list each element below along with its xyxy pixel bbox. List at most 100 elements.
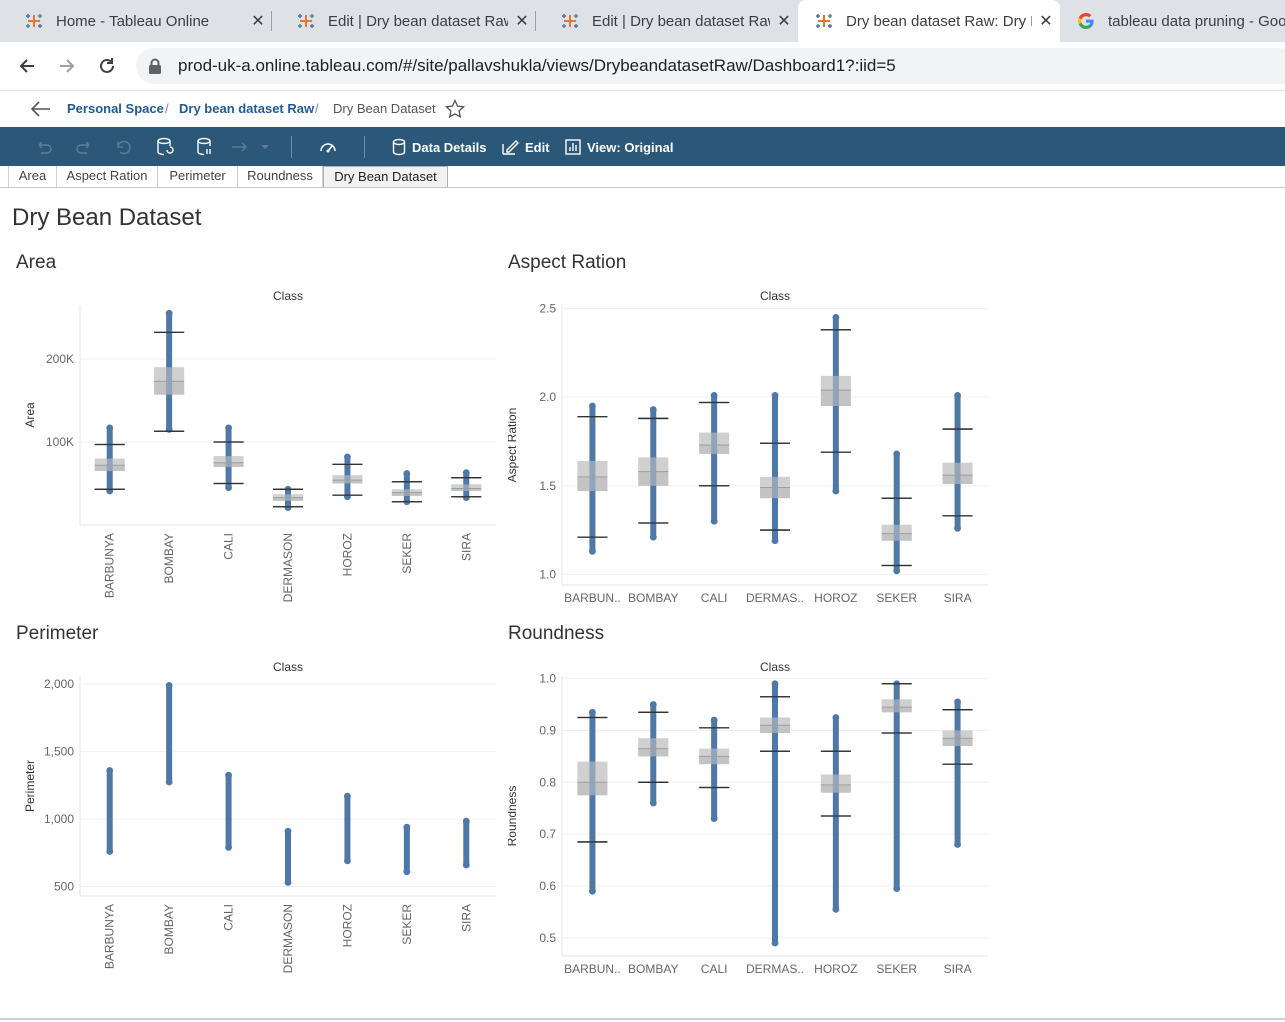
browser-tab-edit-2[interactable]: Edit | Dry bean dataset Raw ✕ (536, 0, 798, 42)
data-point (344, 453, 351, 461)
lock-icon (149, 58, 161, 74)
browser-tab-edit-1[interactable]: Edit | Dry bean dataset Raw ✕ (272, 0, 536, 42)
metrics-button[interactable] (318, 137, 338, 157)
data-point (106, 767, 114, 774)
data-point (710, 815, 718, 822)
category-label: SIRA (944, 591, 972, 605)
star-icon[interactable] (445, 99, 465, 119)
undo-button[interactable] (35, 137, 53, 157)
pause-updates-button[interactable] (196, 137, 214, 157)
reload-button[interactable] (94, 53, 120, 79)
y-tick-label: 0.7 (539, 827, 556, 841)
box-overlay (213, 456, 244, 467)
reload-icon (100, 58, 114, 73)
data-point (344, 493, 351, 501)
browser-tab-google[interactable]: tableau data pruning - Google Search (1060, 0, 1285, 42)
browser-tab-dashboard[interactable]: Dry bean dataset Raw: Dry Bean Dataset ✕ (798, 0, 1060, 42)
database-refresh-icon (157, 137, 174, 156)
y-tick-label: 200K (46, 352, 74, 366)
arrow-left-icon (19, 59, 34, 73)
close-icon[interactable]: ✕ (777, 13, 791, 30)
revert-icon (117, 140, 131, 155)
data-point (649, 701, 657, 708)
redo-icon (76, 141, 90, 154)
roundness-chart-title: Roundness (508, 623, 605, 644)
y-tick-label: 1.0 (539, 567, 556, 581)
category-label: CALI (701, 962, 728, 976)
data-point (344, 857, 351, 865)
y-tick-label: 0.8 (539, 775, 556, 789)
box-overlay (332, 475, 363, 484)
gauge-icon (320, 143, 336, 153)
data-point (284, 827, 292, 835)
view-original-button[interactable]: View: Original (565, 137, 673, 157)
area-chart: Class 100K 200K Area BARBUNYA BOMBAY CALI DERMA… (23, 289, 496, 602)
y-axis-title: Perimeter (23, 760, 37, 812)
roundness-chart: Class 0.5 0.6 0.7 0.8 0.9 1.0 Roundness BARBUN..… (508, 660, 988, 976)
data-point (589, 547, 596, 555)
edit-button[interactable]: Edit (501, 137, 550, 157)
data-point (771, 939, 779, 947)
data-point (589, 708, 596, 716)
refresh-data-button[interactable] (156, 137, 174, 157)
forward-button[interactable] (54, 53, 80, 79)
y-axis-title: Roundness (508, 786, 519, 847)
data-point (284, 879, 292, 886)
revert-button[interactable] (115, 137, 133, 157)
data-point (165, 778, 173, 786)
category-label: SIRA (459, 533, 473, 561)
column-header: Class (273, 289, 303, 303)
data-details-button[interactable]: Data Details (392, 137, 486, 157)
close-icon[interactable]: ✕ (1039, 13, 1053, 30)
redo-button[interactable] (75, 137, 93, 157)
y-tick-label: 0.9 (539, 723, 556, 737)
database-icon (392, 138, 406, 156)
data-point (225, 484, 232, 492)
column-header: Class (760, 660, 790, 674)
browser-tab-home[interactable]: Home - Tableau Online ✕ (0, 0, 272, 42)
category-label: HOROZ (814, 962, 857, 976)
data-point (893, 567, 901, 575)
arrow-left-icon[interactable] (30, 99, 52, 119)
replay-animation-button[interactable] (230, 137, 272, 157)
address-bar[interactable]: prod-uk-a.online.tableau.com/#/site/pall… (136, 48, 1285, 84)
box-overlay (451, 484, 482, 491)
back-button[interactable] (14, 53, 40, 79)
y-tick-label: 1,000 (44, 812, 74, 826)
sheet-tabs: Area Aspect Ration Perimeter Roundness D… (0, 166, 1285, 188)
category-label: DERMAS.. (746, 591, 804, 605)
aspect-ratio-chart: Class 1.0 1.5 2.0 2.5 Aspect Ration BARBUN.. BO… (508, 289, 988, 605)
data-point (710, 391, 718, 399)
data-point (832, 487, 840, 495)
breadcrumb-workbook[interactable]: Dry bean dataset Raw (179, 101, 315, 116)
data-point (589, 402, 596, 410)
box-overlay (638, 738, 669, 757)
tab-aspect-ration[interactable]: Aspect Ration (57, 166, 158, 187)
category-label: BARBUN.. (564, 962, 621, 976)
category-label: CALI (222, 904, 236, 931)
tab-area[interactable]: Area (8, 166, 57, 187)
y-axis-title: Aspect Ration (508, 408, 519, 483)
data-point (462, 817, 470, 825)
close-icon[interactable]: ✕ (515, 13, 529, 30)
close-icon[interactable]: ✕ (251, 13, 265, 30)
y-tick-label: 2,000 (44, 677, 74, 691)
tab-dry-bean-dataset[interactable]: Dry Bean Dataset (323, 166, 448, 187)
tab-roundness[interactable]: Roundness (238, 166, 323, 187)
tab-perimeter[interactable]: Perimeter (158, 166, 238, 187)
category-label: HOROZ (340, 904, 354, 947)
breadcrumb-separator: / (315, 101, 319, 116)
breadcrumb-personal-space[interactable]: Personal Space (67, 101, 164, 116)
box-overlay (820, 375, 851, 407)
category-label: BOMBAY (628, 962, 678, 976)
category-label: SEKER (876, 591, 917, 605)
data-point (106, 848, 114, 855)
category-label: SIRA (459, 904, 473, 932)
data-point (771, 537, 779, 545)
category-label: BOMBAY (628, 591, 678, 605)
y-axis-title: Area (23, 402, 37, 428)
y-tick-label: 2.0 (539, 390, 556, 404)
category-label: BOMBAY (162, 533, 176, 583)
tab-title: Home - Tableau Online (56, 12, 210, 30)
data-point (954, 698, 961, 706)
